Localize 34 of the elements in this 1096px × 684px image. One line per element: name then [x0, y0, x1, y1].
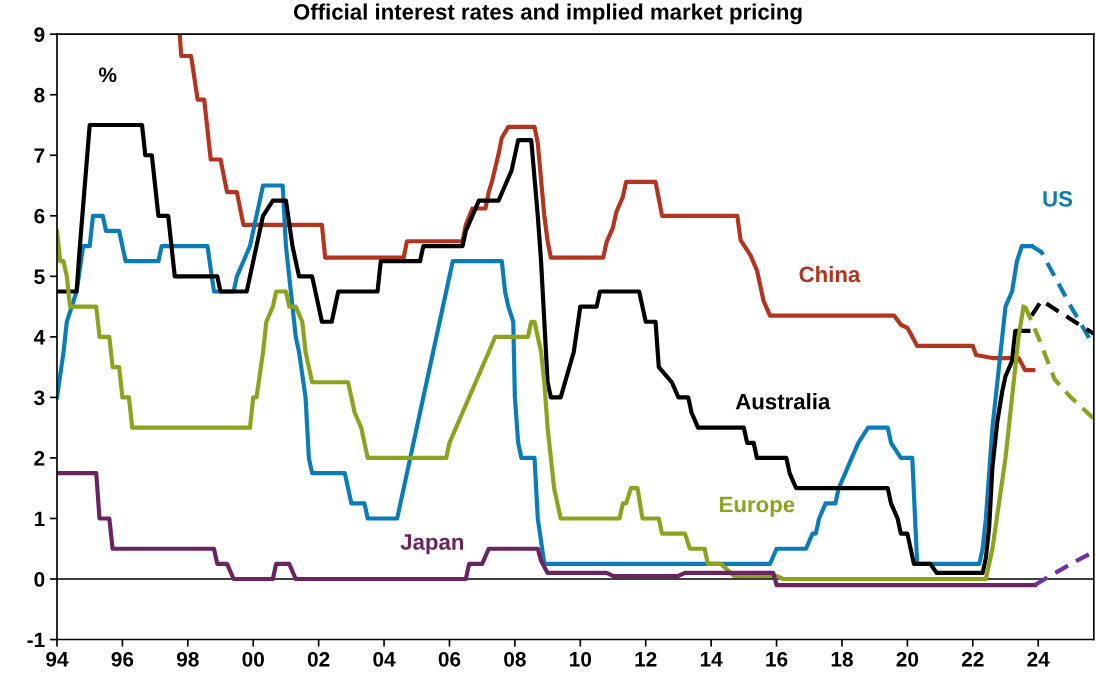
x-tick-label: 02 [307, 651, 330, 667]
x-tick-label: 96 [111, 651, 134, 667]
x-tick-label: 24 [1027, 651, 1050, 667]
y-tick-label: 1 [34, 511, 45, 527]
x-tick-label: 20 [896, 651, 919, 667]
x-tick-label: 10 [570, 651, 592, 667]
x-tick-label: 94 [46, 651, 69, 667]
chart-title: Official interest rates and implied market pricing [293, 3, 802, 25]
series-label: Australia [735, 393, 831, 410]
y-tick-label: 3 [34, 390, 45, 406]
y-tick-label: 8 [34, 87, 45, 103]
y-tick-label: 2 [34, 450, 45, 466]
series-label: Japan [400, 534, 464, 555]
x-tick-label: 16 [766, 651, 788, 667]
y-tick-label: 6 [34, 208, 45, 224]
x-tick-label: 22 [961, 651, 984, 667]
x-tick-label: 04 [373, 651, 396, 667]
series-label: US [1043, 190, 1073, 207]
y-tick-label: 7 [34, 148, 45, 163]
series-label: China [799, 265, 861, 283]
annotation: % [98, 67, 117, 83]
x-tick-label: 06 [438, 651, 461, 667]
y-tick-label: 9 [34, 27, 45, 42]
x-tick-label: 14 [700, 652, 723, 667]
x-tick-label: 08 [504, 651, 526, 667]
y-tick-label: -1 [27, 632, 45, 648]
series-label: Europe [720, 496, 795, 517]
x-tick-label: 98 [176, 651, 199, 667]
x-tick-label: 00 [242, 651, 264, 667]
y-tick-label: 5 [34, 269, 45, 285]
x-tick-label: 18 [831, 651, 853, 667]
y-tick-label: 4 [33, 330, 46, 345]
x-tick-label: 12 [635, 651, 657, 667]
y-tick-label: 0 [34, 572, 45, 587]
